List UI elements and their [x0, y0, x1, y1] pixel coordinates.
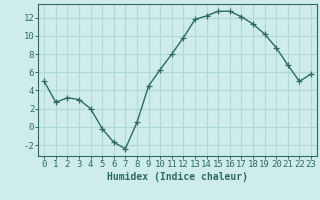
X-axis label: Humidex (Indice chaleur): Humidex (Indice chaleur) [107, 172, 248, 182]
